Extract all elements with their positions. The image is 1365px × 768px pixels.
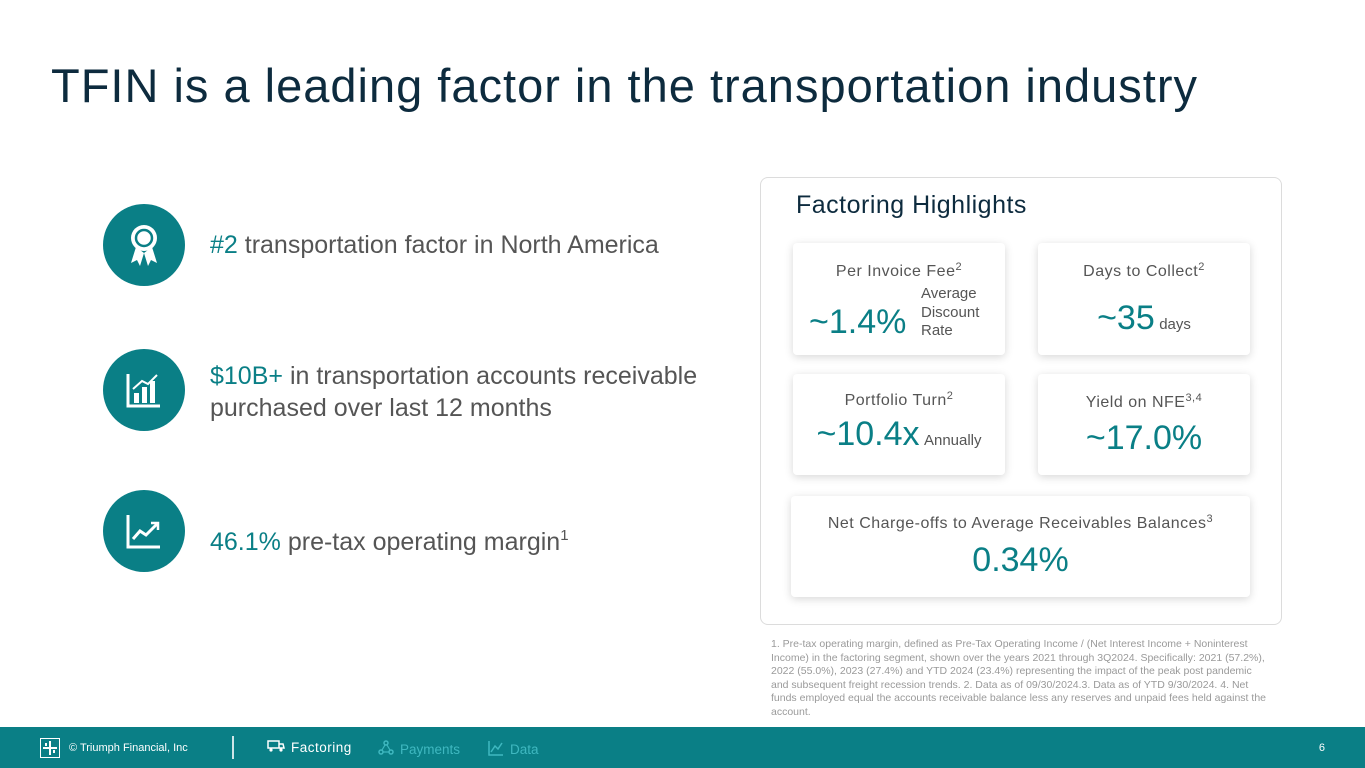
net-charge-offs-label: Net Charge-offs to Average Receivables B… (827, 513, 1214, 532)
bullet-receivables-highlight: $10B+ (210, 362, 283, 390)
triumph-logo-icon (40, 738, 60, 758)
days-to-collect-value: ~35 (1097, 299, 1155, 337)
footer-divider (232, 736, 234, 759)
footnotes: 1. Pre-tax operating margin, defined as … (771, 638, 1266, 718)
bullet-receivables-text: in transportation accounts receivable pu… (210, 362, 698, 422)
per-invoice-fee-label: Per Invoice Fee2 (835, 261, 963, 280)
footer-nav-payments-label: Payments (400, 742, 461, 757)
footer-nav-data[interactable]: Data (488, 740, 539, 759)
network-icon (378, 740, 394, 759)
days-to-collect-value-row: ~35 days (1038, 299, 1250, 338)
yield-on-nfe-label: Yield on NFE3,4 (1085, 392, 1203, 411)
bullet-margin-footnote-ref: 1 (560, 527, 569, 544)
days-to-collect-unit: days (1159, 316, 1191, 333)
page-number: 6 (1318, 742, 1325, 754)
truck-icon (267, 740, 285, 755)
bar-chart-icon (103, 349, 185, 431)
bullet-margin: 46.1% pre-tax operating margin1 (210, 520, 569, 558)
bullet-margin-highlight: 46.1% (210, 528, 281, 556)
bullet-rank-highlight: #2 (210, 231, 238, 259)
days-to-collect-card: Days to Collect2 ~35 days (1038, 243, 1250, 355)
bullet-receivables: $10B+ in transportation accounts receiva… (210, 360, 710, 424)
yield-on-nfe-value: ~17.0% (1085, 419, 1203, 457)
bullet-rank-text: transportation factor in North America (237, 231, 659, 259)
footer-nav-factoring[interactable]: Factoring (267, 740, 352, 755)
per-invoice-fee-unit: Average Discount Rate (921, 285, 980, 339)
portfolio-turn-unit: Annually (923, 432, 982, 449)
bullet-margin-text: pre-tax operating margin (280, 528, 561, 556)
per-invoice-fee-value: ~1.4% (809, 303, 907, 341)
portfolio-turn-card: Portfolio Turn2 ~10.4x Annually (793, 374, 1005, 475)
slide-title: TFIN is a leading factor in the transpor… (51, 59, 1198, 112)
footer-nav-factoring-label: Factoring (291, 740, 352, 755)
footer-nav-payments[interactable]: Payments (378, 740, 460, 759)
portfolio-turn-value-row: ~10.4x Annually (793, 415, 1005, 454)
yield-on-nfe-card: Yield on NFE3,4 ~17.0% (1038, 374, 1250, 475)
net-charge-offs-card: Net Charge-offs to Average Receivables B… (791, 496, 1250, 597)
net-charge-offs-value: 0.34% (972, 541, 1069, 579)
portfolio-turn-label: Portfolio Turn2 (844, 390, 954, 409)
award-ribbon-icon (103, 204, 185, 286)
bullet-rank: #2 transportation factor in North Americ… (210, 229, 659, 261)
footer-nav-data-label: Data (510, 742, 539, 757)
days-to-collect-label: Days to Collect2 (1083, 261, 1205, 280)
footer-bar: © Triumph Financial, Inc Factoring Payme… (0, 727, 1365, 768)
line-chart-icon (488, 740, 504, 759)
footer-copyright: © Triumph Financial, Inc (69, 742, 188, 754)
portfolio-turn-value: ~10.4x (816, 415, 920, 453)
per-invoice-fee-card: Per Invoice Fee2 ~1.4% Average Discount … (793, 243, 1005, 355)
trend-up-icon (103, 490, 185, 572)
factoring-highlights-title: Factoring Highlights (796, 191, 1027, 219)
